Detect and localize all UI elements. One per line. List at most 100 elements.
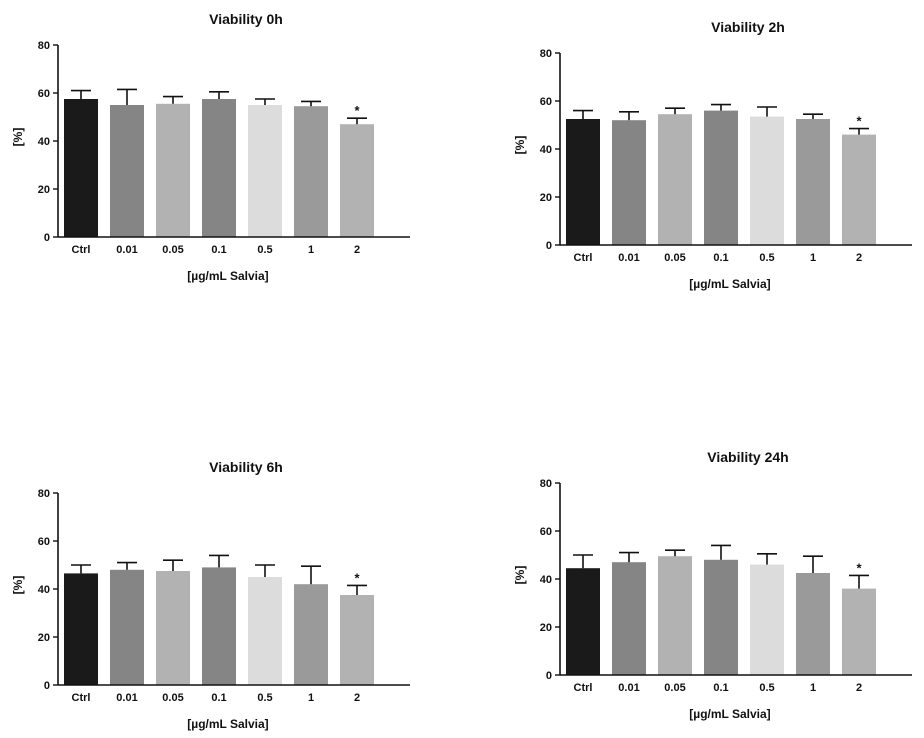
chart-title: Viability 24h bbox=[707, 449, 788, 465]
bar bbox=[202, 567, 236, 685]
x-tick-label: 0.05 bbox=[162, 244, 183, 256]
x-tick-label: 2 bbox=[354, 244, 360, 256]
bar bbox=[340, 595, 374, 685]
x-tick-label: 1 bbox=[308, 692, 314, 704]
y-tick-label: 20 bbox=[540, 192, 552, 204]
bar bbox=[704, 110, 738, 245]
y-tick-label: 20 bbox=[38, 184, 50, 196]
x-tick-label: 0.01 bbox=[116, 692, 137, 704]
x-tick-label: 0.05 bbox=[162, 692, 183, 704]
chart-title: Viability 0h bbox=[209, 11, 283, 27]
bar bbox=[64, 573, 98, 685]
chart-panel-24h: Viability 24h [%] [µg/mL Salvia] Ctrl 0.0… bbox=[502, 438, 924, 728]
y-tick-label: 40 bbox=[540, 144, 552, 156]
bar bbox=[110, 105, 144, 237]
x-tick-label: 1 bbox=[810, 252, 816, 264]
bar bbox=[842, 588, 876, 675]
bar bbox=[340, 124, 374, 237]
x-axis-label: [µg/mL Salvia] bbox=[187, 269, 268, 283]
bar bbox=[156, 103, 190, 237]
bar bbox=[566, 119, 600, 245]
chart-title: Viability 2h bbox=[711, 19, 785, 35]
x-tick-label: 0.01 bbox=[116, 244, 137, 256]
bar bbox=[566, 568, 600, 675]
bar bbox=[248, 105, 282, 237]
x-tick-label: 1 bbox=[308, 244, 314, 256]
significance-marker: * bbox=[354, 570, 360, 585]
y-tick-label: 0 bbox=[546, 240, 552, 252]
x-tick-label: 0.5 bbox=[759, 252, 774, 264]
x-tick-label: 0.1 bbox=[211, 692, 226, 704]
bar bbox=[294, 106, 328, 237]
bar bbox=[248, 577, 282, 685]
x-tick-label: 0.1 bbox=[713, 252, 728, 264]
y-axis-label: [%] bbox=[11, 576, 25, 595]
chart-svg-2h: Viability 2h [%] [µg/mL Salvia] Ctrl 0.01… bbox=[513, 19, 912, 291]
chart-panel-2h: Viability 2h [%] [µg/mL Salvia] Ctrl 0.01… bbox=[502, 8, 924, 298]
bar bbox=[658, 556, 692, 675]
bar bbox=[110, 569, 144, 685]
x-tick-label: 0.05 bbox=[664, 682, 685, 694]
x-tick-label: 0.05 bbox=[664, 252, 685, 264]
x-tick-label: 0.5 bbox=[257, 692, 272, 704]
bar bbox=[156, 571, 190, 685]
x-tick-label: 0.01 bbox=[618, 682, 639, 694]
y-tick-label: 20 bbox=[540, 622, 552, 634]
y-tick-label: 80 bbox=[38, 488, 50, 500]
x-axis-label: [µg/mL Salvia] bbox=[689, 707, 770, 721]
bar bbox=[796, 573, 830, 675]
y-tick-label: 60 bbox=[540, 96, 552, 108]
y-tick-label: 40 bbox=[38, 136, 50, 148]
x-tick-label: 0.1 bbox=[713, 682, 728, 694]
x-tick-label: 0.5 bbox=[257, 244, 272, 256]
bar bbox=[750, 564, 784, 675]
x-tick-label: Ctrl bbox=[72, 244, 91, 256]
y-tick-label: 40 bbox=[540, 574, 552, 586]
significance-marker: * bbox=[354, 103, 360, 118]
chart-panel-0h: Viability 0h [%] [µg/mL Salvia] Ctrl 0.01… bbox=[0, 0, 440, 290]
x-axis-label: [µg/mL Salvia] bbox=[187, 717, 268, 731]
y-tick-label: 60 bbox=[38, 536, 50, 548]
bar bbox=[750, 116, 784, 245]
x-tick-label: 2 bbox=[354, 692, 360, 704]
significance-marker: * bbox=[856, 114, 862, 129]
x-axis-label: [µg/mL Salvia] bbox=[689, 277, 770, 291]
y-axis-label: [%] bbox=[513, 136, 527, 155]
chart-title: Viability 6h bbox=[209, 459, 283, 475]
y-tick-label: 80 bbox=[540, 48, 552, 60]
bar bbox=[842, 134, 876, 245]
x-tick-label: 1 bbox=[810, 682, 816, 694]
y-tick-label: 60 bbox=[540, 526, 552, 538]
y-tick-label: 80 bbox=[540, 478, 552, 490]
chart-panel-6h: Viability 6h [%] [µg/mL Salvia] Ctrl 0.01… bbox=[0, 448, 440, 738]
y-axis-label: [%] bbox=[11, 128, 25, 147]
x-tick-label: 0.01 bbox=[618, 252, 639, 264]
bar bbox=[704, 559, 738, 675]
y-tick-label: 0 bbox=[44, 680, 50, 692]
bar bbox=[658, 114, 692, 245]
x-tick-label: 0.5 bbox=[759, 682, 774, 694]
bar bbox=[612, 562, 646, 675]
bar bbox=[612, 120, 646, 245]
x-tick-label: Ctrl bbox=[574, 682, 593, 694]
chart-svg-6h: Viability 6h [%] [µg/mL Salvia] Ctrl 0.01… bbox=[11, 459, 410, 731]
y-tick-label: 80 bbox=[38, 40, 50, 52]
y-tick-label: 0 bbox=[546, 670, 552, 682]
x-tick-label: 2 bbox=[856, 252, 862, 264]
chart-svg-24h: Viability 24h [%] [µg/mL Salvia] Ctrl 0.0… bbox=[513, 449, 912, 721]
significance-marker: * bbox=[856, 560, 862, 575]
y-tick-label: 60 bbox=[38, 88, 50, 100]
bar bbox=[294, 584, 328, 685]
y-axis-label: [%] bbox=[513, 566, 527, 585]
y-tick-label: 20 bbox=[38, 632, 50, 644]
x-tick-label: Ctrl bbox=[72, 692, 91, 704]
y-tick-label: 40 bbox=[38, 584, 50, 596]
x-tick-label: 0.1 bbox=[211, 244, 226, 256]
bar bbox=[64, 99, 98, 237]
bar bbox=[796, 119, 830, 245]
y-tick-label: 0 bbox=[44, 232, 50, 244]
bar bbox=[202, 99, 236, 237]
x-tick-label: 2 bbox=[856, 682, 862, 694]
x-tick-label: Ctrl bbox=[574, 252, 593, 264]
chart-svg-0h: Viability 0h [%] [µg/mL Salvia] Ctrl 0.01… bbox=[11, 11, 410, 283]
